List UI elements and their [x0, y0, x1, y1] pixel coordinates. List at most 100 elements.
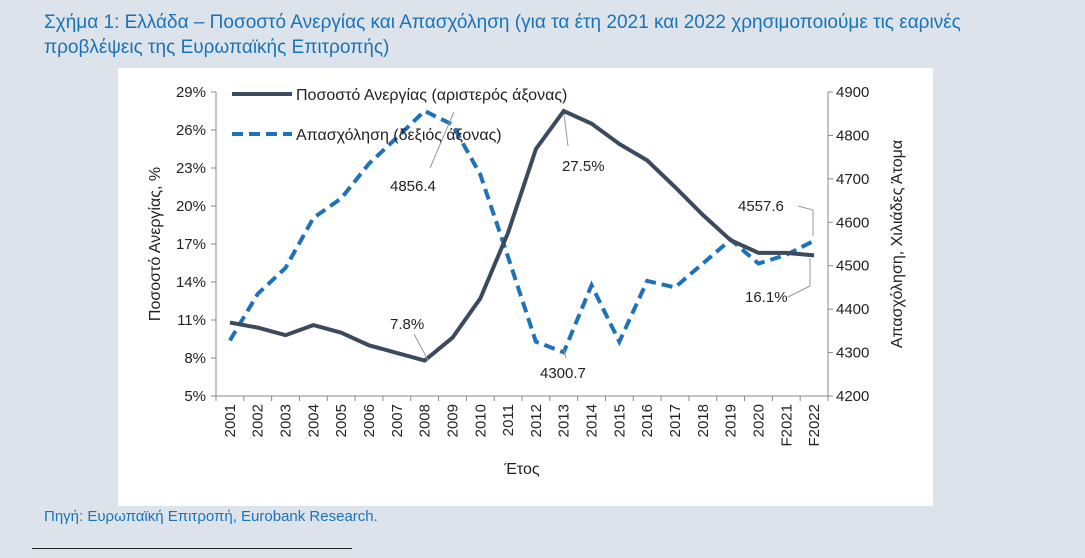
unemployment-point [256, 326, 260, 330]
employment-point [367, 162, 371, 166]
x-tick-label: 2004 [305, 404, 322, 437]
annotation-leader-emp-min [563, 349, 567, 359]
series-line-employment [228, 108, 815, 355]
employment-point [311, 216, 315, 220]
right-axis-title: Απασχόληση, Χιλιάδες Άτομα [889, 140, 906, 348]
left-tick-label: 11% [177, 312, 206, 329]
x-tick-label: 2006 [361, 404, 378, 437]
left-tick-label: 29% [176, 84, 206, 101]
x-tick-label: F2022 [806, 404, 823, 447]
x-tick-label: 2020 [750, 404, 767, 437]
unemployment-point [311, 323, 315, 327]
left-tick-label: 5% [184, 388, 206, 405]
unemployment-point [506, 231, 510, 235]
employment-point [645, 279, 649, 283]
employment-point [506, 255, 510, 259]
unemployment-point [228, 321, 232, 325]
annotation-leader-unemp-min [413, 333, 429, 361]
annotation-unemp-max: 27.5% [562, 158, 605, 175]
legend-employment-label: Απασχόληση (δεξιός άξονας) [296, 127, 502, 144]
unemployment-point [423, 359, 427, 363]
unemployment-point [367, 343, 371, 347]
annotation-unemp-last: 16.1% [745, 289, 788, 306]
employment-point [228, 338, 232, 342]
x-tick-label: 2002 [250, 404, 267, 437]
series-line-unemployment [229, 108, 815, 363]
employment-point [617, 340, 621, 344]
annotation-leader-unemp-last [787, 285, 811, 298]
unemployment-point [645, 158, 649, 162]
employment-point [284, 266, 288, 270]
right-tick-label: 4200 [836, 388, 869, 405]
annotation-leader-emp-last [797, 205, 814, 211]
unemployment-point [562, 109, 566, 113]
x-tick-label: 2017 [667, 404, 684, 437]
right-axis-ticks: 4200 4300 4400 4500 4600 4700 4800 4900 [828, 84, 869, 405]
unemployment-point [478, 296, 482, 300]
source-note: Πηγή: Ευρωπαϊκή Επιτροπή, Eurobank Resea… [44, 508, 378, 525]
employment-point [478, 173, 482, 177]
x-tick-label: 2012 [528, 404, 545, 437]
chart-panel: 5% 8% 11% 14% 17% 20% 23% 26% 29% 4200 4300 4400 45… [118, 68, 933, 506]
x-tick-label: F2021 [778, 404, 795, 447]
employment-point [534, 340, 538, 344]
annotation-leader-unemp-max [563, 113, 569, 147]
employment-point [812, 239, 816, 243]
employment-point [701, 262, 705, 266]
x-tick-label: 2005 [333, 404, 350, 437]
annotation-emp-last: 4557.6 [738, 198, 784, 215]
right-tick-label: 4900 [836, 84, 869, 101]
employment-point [729, 238, 733, 242]
annotation-leader-emp-max [429, 111, 455, 169]
left-axis-title: Ποσοστό Ανεργίας, % [147, 167, 164, 321]
left-tick-label: 14% [176, 274, 206, 291]
left-tick-label: 26% [176, 122, 206, 139]
unemployment-point [812, 253, 816, 257]
x-tick-label: 2008 [417, 404, 434, 437]
left-tick-label: 17% [176, 236, 206, 253]
right-tick-label: 4700 [836, 171, 869, 188]
unemployment-point [395, 351, 399, 355]
x-axis-ticks: 2001 2002 2003 2004 2005 2006 2007 2008 2009 2010… [215, 396, 829, 447]
right-tick-label: 4300 [836, 345, 869, 362]
annotation-unemp-min: 7.8% [390, 316, 424, 333]
legend-unemployment-label: Ποσοστό Ανεργίας (αριστερός άξονας) [296, 87, 567, 104]
unemployment-point [450, 336, 454, 340]
employment-point [673, 285, 677, 289]
right-tick-label: 4600 [836, 214, 869, 231]
annotation-emp-min: 4300.7 [540, 365, 586, 382]
left-tick-label: 23% [176, 160, 206, 177]
x-tick-label: 2007 [389, 404, 406, 437]
figure-title: Σχήμα 1: Ελλάδα – Ποσοστό Ανεργίας και Α… [44, 12, 961, 58]
x-tick-label: 2015 [611, 404, 628, 437]
employment-point [590, 283, 594, 287]
right-tick-label: 4500 [836, 258, 869, 275]
right-tick-label: 4400 [836, 301, 869, 318]
unemployment-point [673, 185, 677, 189]
x-tick-label: 2009 [444, 404, 461, 437]
unemployment-point [534, 147, 538, 151]
chart: 5% 8% 11% 14% 17% 20% 23% 26% 29% 4200 4300 4400 45… [147, 84, 906, 478]
left-tick-label: 8% [184, 350, 206, 367]
x-tick-label: 2013 [556, 404, 573, 437]
employment-point [784, 253, 788, 257]
footnote-rule [32, 548, 352, 549]
x-tick-label: 2019 [723, 404, 740, 437]
annotation-emp-max: 4856.4 [390, 178, 436, 195]
x-tick-label: 2016 [639, 404, 656, 437]
x-tick-label: 2014 [584, 404, 601, 437]
x-tick-label: 2011 [500, 404, 517, 436]
unemployment-point [617, 142, 621, 146]
left-tick-label: 20% [176, 198, 206, 215]
employment-point [256, 292, 260, 296]
unemployment-point [590, 122, 594, 126]
x-tick-label: 2010 [472, 404, 489, 437]
left-axis-ticks: 5% 8% 11% 14% 17% 20% 23% 26% 29% [176, 84, 216, 405]
x-axis-title: Έτος [503, 461, 540, 478]
unemployment-point [701, 213, 705, 217]
unemployment-point [756, 251, 760, 255]
employment-point [756, 262, 760, 266]
unemployment-point [284, 333, 288, 337]
x-tick-label: 2018 [695, 404, 712, 437]
employment-point [423, 109, 427, 113]
